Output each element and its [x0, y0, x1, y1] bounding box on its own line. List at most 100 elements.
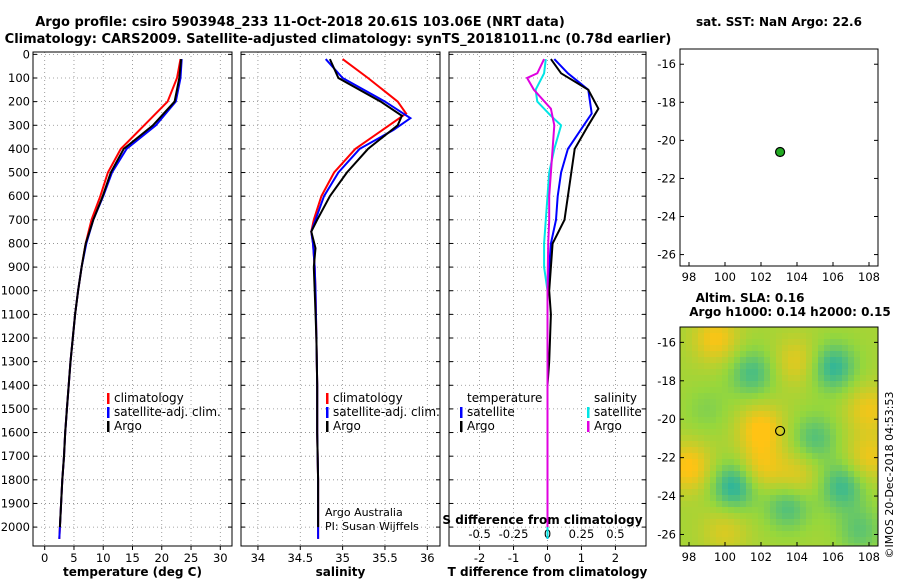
- sla-cell: [776, 399, 782, 405]
- sla-cell: [740, 507, 746, 513]
- sla-cell: [794, 405, 800, 411]
- sla-cell: [734, 441, 740, 447]
- map-x-tick-label: 98: [682, 550, 697, 564]
- sla-cell: [704, 519, 710, 525]
- sla-cell: [716, 543, 722, 546]
- sla-cell: [686, 447, 692, 453]
- sla-cell: [686, 357, 692, 363]
- sla-cell: [812, 513, 818, 519]
- sla-cell: [734, 375, 740, 381]
- sla-cell: [764, 519, 770, 525]
- sla-cell: [788, 405, 794, 411]
- sla-cell: [752, 423, 758, 429]
- sla-cell: [848, 477, 854, 483]
- sla-cell: [824, 441, 830, 447]
- sla-cell: [842, 345, 848, 351]
- sla-cell: [848, 369, 854, 375]
- sla-cell: [752, 537, 758, 543]
- sla-cell: [740, 489, 746, 495]
- sla-cell: [752, 531, 758, 537]
- sla-cell: [722, 513, 728, 519]
- x-tick-label: 30: [213, 551, 228, 565]
- sla-cell: [866, 441, 872, 447]
- sla-cell: [698, 489, 704, 495]
- sla-cell: [758, 327, 764, 333]
- sla-cell: [866, 447, 872, 453]
- sla-cell: [788, 357, 794, 363]
- sla-cell: [692, 441, 698, 447]
- sla-cell: [758, 351, 764, 357]
- sla-cell: [734, 381, 740, 387]
- sla-cell: [836, 507, 842, 513]
- sla-cell: [752, 543, 758, 546]
- sla-cell: [746, 345, 752, 351]
- sla-cell: [812, 525, 818, 531]
- sla-cell: [740, 519, 746, 525]
- sla-cell: [692, 345, 698, 351]
- sla-cell: [722, 429, 728, 435]
- sla-cell: [788, 459, 794, 465]
- sla-cell: [836, 441, 842, 447]
- sla-cell: [836, 543, 842, 546]
- legend-diff-temperature-label: satellite: [467, 405, 515, 419]
- sla-cell: [824, 501, 830, 507]
- sla-cell: [824, 369, 830, 375]
- sla-cell: [740, 525, 746, 531]
- sla-cell: [746, 447, 752, 453]
- sla-cell: [680, 471, 686, 477]
- sla-cell: [860, 375, 866, 381]
- sla-cell: [818, 411, 824, 417]
- sla-cell: [704, 513, 710, 519]
- sla-cell: [764, 369, 770, 375]
- panel-temperature: 0 5 10 15 20 25 30 temperature (deg C) 0 100 200 30…: [1, 47, 233, 579]
- sla-cell: [740, 357, 746, 363]
- sla-cell: [770, 501, 776, 507]
- x2-tick-label: 0.25: [569, 527, 595, 541]
- sla-cell: [824, 483, 830, 489]
- sla-cell: [794, 507, 800, 513]
- sla-cell: [686, 519, 692, 525]
- x-tick-label: 15: [125, 551, 140, 565]
- series-line-argo: [58, 59, 183, 528]
- sla-cell: [782, 441, 788, 447]
- sla-cell: [782, 381, 788, 387]
- sla-cell: [686, 525, 692, 531]
- sla-cell: [704, 339, 710, 345]
- sla-cell: [686, 417, 692, 423]
- series-line-argo: [310, 58, 404, 528]
- sla-cell: [794, 327, 800, 333]
- sla-cell: [854, 429, 860, 435]
- sla-cell: [752, 363, 758, 369]
- sla-cell: [800, 333, 806, 339]
- sla-cell: [746, 375, 752, 381]
- sla-cell: [818, 507, 824, 513]
- sla-cell: [764, 333, 770, 339]
- sla-cell: [842, 477, 848, 483]
- sla-cell: [812, 333, 818, 339]
- sla-cell: [770, 507, 776, 513]
- sla-cell: [818, 477, 824, 483]
- sla-cell: [752, 477, 758, 483]
- sla-cell: [716, 501, 722, 507]
- legend-diff-salinity-label: Argo: [594, 419, 622, 433]
- sla-cell: [770, 537, 776, 543]
- sla-cell: [860, 351, 866, 357]
- sla-cell: [794, 387, 800, 393]
- sla-cell: [734, 543, 740, 546]
- sla-cell: [740, 411, 746, 417]
- sla-cell: [842, 333, 848, 339]
- sla-cell: [716, 465, 722, 471]
- sla-cell: [758, 333, 764, 339]
- sla-cell: [692, 537, 698, 543]
- sla-cell: [824, 537, 830, 543]
- sla-cell: [866, 387, 872, 393]
- sla-cell: [782, 423, 788, 429]
- sla-cell: [680, 507, 686, 513]
- sla-cell: [818, 363, 824, 369]
- sla-cell: [794, 489, 800, 495]
- sla-cell: [776, 375, 782, 381]
- sla-cell: [770, 333, 776, 339]
- sla-cell: [752, 345, 758, 351]
- sla-cell: [692, 477, 698, 483]
- sla-cell: [764, 513, 770, 519]
